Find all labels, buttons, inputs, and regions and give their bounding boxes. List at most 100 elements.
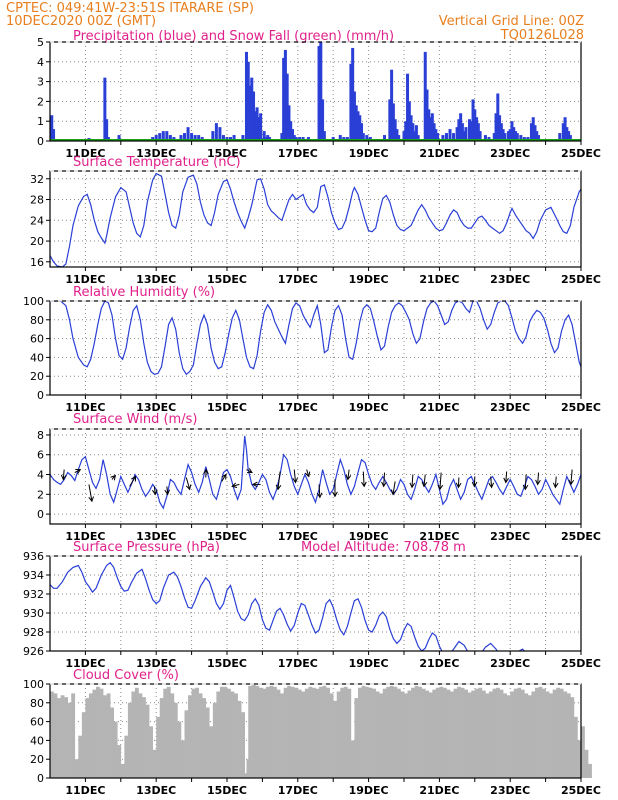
wind-arrow — [490, 476, 493, 488]
cloud-bar — [460, 687, 465, 778]
cloud-bar — [396, 688, 401, 778]
cloud-bar — [584, 749, 589, 778]
precip-bar — [476, 123, 480, 141]
precip-bar — [558, 133, 562, 141]
cloud-bar — [188, 695, 192, 778]
precip-bar — [103, 77, 107, 141]
wind-arrow-head — [381, 481, 387, 488]
cloud-bar — [67, 702, 72, 778]
wind-arrow-head — [503, 477, 509, 484]
x-tick-label: 25DEC — [561, 784, 601, 797]
wind-arrow — [411, 474, 414, 488]
precip-bar — [283, 49, 287, 141]
cloud-bar — [191, 688, 196, 778]
cloud-bar — [258, 687, 263, 778]
precip-bar — [250, 77, 254, 141]
cloud-bar — [354, 698, 359, 778]
cloud-bar — [524, 693, 529, 778]
wind-arrow-head — [332, 491, 338, 498]
cloud-bar — [127, 702, 132, 778]
cloud-bar — [131, 691, 136, 778]
cloud-bar — [117, 745, 122, 778]
cloud-bar — [545, 691, 550, 778]
precip-bar — [414, 125, 418, 141]
wind-arrow — [277, 471, 281, 490]
y-tick-label: 32 — [30, 173, 44, 186]
wind-arrow — [153, 486, 156, 495]
wind-arrow-head — [152, 489, 158, 496]
precip-bar — [462, 131, 466, 141]
cloud-bar — [138, 693, 143, 778]
precip-bar — [50, 115, 54, 141]
cloud-bar — [269, 685, 274, 778]
wind-arrow-head — [421, 481, 428, 488]
y-tick-label: 60 — [30, 716, 44, 729]
cloud-bar — [202, 698, 207, 778]
precip-bar — [232, 135, 236, 141]
precip-bar — [154, 135, 158, 141]
wind-arrow — [185, 477, 191, 490]
precip-bar — [471, 99, 475, 141]
wind-arrow — [88, 484, 93, 502]
cloud-bar — [142, 697, 146, 778]
x-tick-label: 13DEC — [136, 273, 176, 286]
precip-bar — [252, 91, 256, 141]
cloud-bar — [315, 688, 320, 778]
header: CPTEC: 049:41W-23:51S ITARARE (SP) 10DEC… — [6, 1, 584, 43]
precip-bar — [186, 127, 190, 141]
x-tick-label: 13DEC — [136, 147, 176, 160]
precip-bar — [352, 91, 356, 141]
cloud-bar — [588, 763, 592, 778]
cloud-bar — [467, 692, 472, 778]
precip-bar — [390, 69, 394, 141]
wind-arrow — [318, 484, 321, 498]
cloud-bar — [340, 687, 345, 778]
cloud-bar — [106, 693, 111, 778]
header-grid-note: Vertical Grid Line: 00Z — [439, 14, 584, 29]
precip-bar — [455, 127, 459, 141]
precip-bar — [496, 93, 500, 141]
x-tick-label: 15DEC — [207, 530, 247, 543]
precip-bar — [289, 121, 293, 141]
precip-bar — [287, 105, 291, 141]
cloud-bar — [503, 693, 507, 778]
y-tick-label: 16 — [30, 256, 44, 269]
cloud-bar — [404, 693, 408, 778]
wind-arrow — [537, 472, 540, 485]
x-tick-label: 11DEC — [65, 657, 105, 670]
cloud-bar — [149, 726, 153, 778]
cloud-bar — [78, 735, 83, 778]
cloud-bar — [581, 726, 585, 778]
x-tick-label: 19DEC — [349, 273, 389, 286]
y-tick-label: 926 — [23, 645, 44, 658]
cloud-bar — [513, 688, 518, 778]
precip-bar — [356, 111, 360, 141]
y-tick-label: 4 — [37, 56, 44, 69]
cloud-bar — [336, 691, 341, 778]
precip-bar — [413, 131, 417, 141]
cloud-bar — [435, 687, 440, 778]
cloud-bar — [145, 704, 150, 778]
cloud-bar — [481, 690, 486, 778]
wind-arrow-head — [361, 481, 367, 488]
wind-arrow-head — [345, 474, 352, 481]
wind-arrow — [347, 469, 350, 480]
wind-arrow — [246, 469, 253, 473]
precip-bar — [434, 129, 438, 141]
x-tick-label: 17DEC — [278, 784, 318, 797]
wind-arrow — [232, 483, 240, 487]
cloud-bar — [428, 692, 433, 778]
cloud-bar — [159, 698, 164, 778]
cloud-bar — [184, 710, 189, 778]
x-tick-label: 19DEC — [349, 530, 389, 543]
cloud-bar — [379, 693, 384, 778]
y-tick-label: 60 — [30, 333, 44, 346]
cloud-bar — [400, 691, 405, 778]
cloud-bar — [177, 721, 182, 778]
y-tick-label: 8 — [37, 429, 44, 442]
wind-arrow — [129, 476, 137, 487]
cloud-bar — [311, 687, 316, 778]
header-location: CPTEC: 049:41W-23:51S ITARARE (SP) — [6, 1, 254, 16]
precip-bar — [498, 115, 502, 141]
cloud-bar — [556, 687, 561, 778]
